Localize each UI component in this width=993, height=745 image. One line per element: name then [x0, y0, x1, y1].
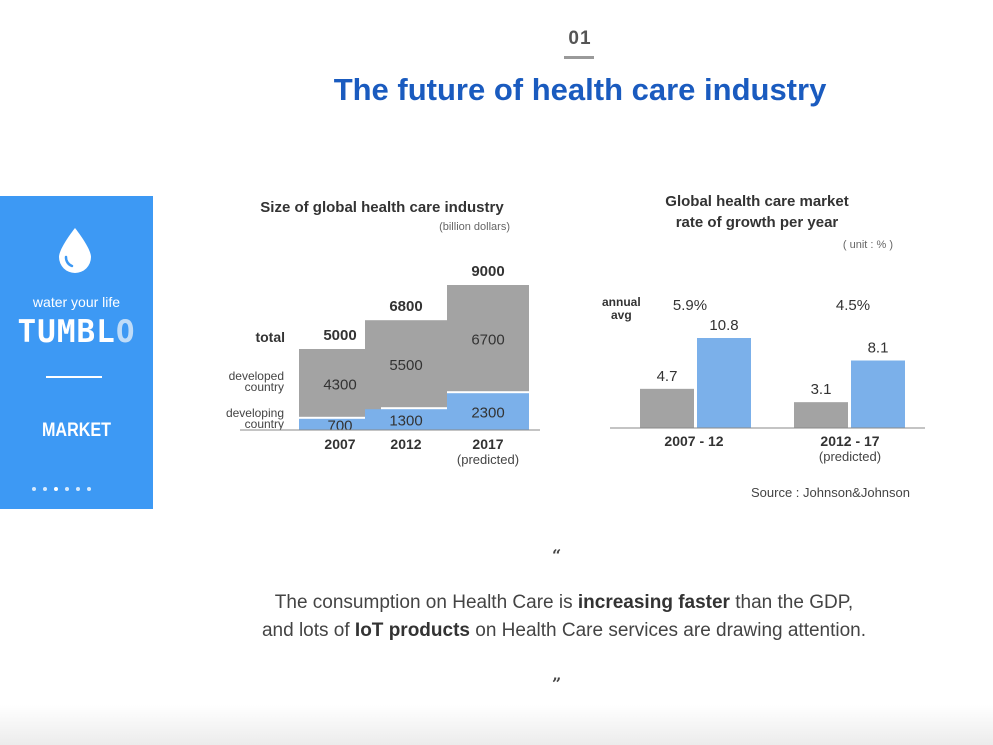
chart1-legend-developing-line2: country — [245, 417, 284, 431]
chart2-bar-blue-1 — [851, 360, 905, 428]
page-number-underline — [564, 56, 594, 59]
chart1-unit: (billion dollars) — [439, 221, 510, 233]
chart2-bar-gray-0 — [640, 388, 694, 428]
chart2-source: Source : Johnson&Johnson — [751, 485, 910, 500]
charts-canvas: Size of global health care industry (bill… — [226, 193, 925, 500]
chart2-label-blue-1: 8.1 — [868, 340, 889, 357]
chart2-avg-label-line2: avg — [611, 308, 632, 322]
chart2-bar-blue-0 — [697, 338, 751, 428]
chart1-xtick-2007: 2007 — [324, 436, 355, 452]
quote-emphasis: IoT products — [354, 620, 470, 641]
chart1-bar-developing-2007 — [299, 418, 381, 430]
brand-logo: TUMBLO — [0, 314, 153, 350]
pagination-dot[interactable] — [54, 487, 58, 491]
chart2-label-gray-0: 4.7 — [657, 368, 678, 385]
quote-line-1: The consumption on Health Care is increa… — [0, 592, 993, 614]
pagination-dots — [32, 478, 98, 496]
chart1-bar-developed-2017 — [447, 285, 529, 392]
chart1-xtick-2012: 2012 — [390, 436, 421, 452]
brand-text-last: O — [115, 314, 136, 350]
chart1-legend-developing-line1: developing — [226, 406, 284, 420]
chart1-label-total-2017: 9000 — [471, 263, 504, 280]
quote-text-part: The consumption on Health Care is — [274, 592, 578, 613]
brand-text: TUMBL — [17, 314, 116, 350]
page-title: The future of health care industry — [333, 72, 827, 107]
sidebar-panel: water your life TUMBLO MARKET — [0, 196, 153, 509]
chart1-legend-total: total — [255, 329, 285, 345]
sidebar-divider — [46, 376, 102, 378]
chart1-legend-developed-line1: developed — [229, 369, 284, 383]
chart1-label-developed-2017: 6700 — [471, 332, 504, 349]
chart1-label-developing-2012: 1300 — [389, 413, 422, 430]
chart2-title-line1: Global health care market — [665, 193, 848, 210]
chart1-legend-developed-line2: country — [245, 380, 284, 394]
chart1-label-developed-2007: 4300 — [323, 376, 356, 393]
chart1-label-total-2007: 5000 — [323, 327, 356, 344]
sidebar-section-label: MARKET — [41, 420, 112, 441]
chart2-xtick-1: 2012 - 17 — [820, 433, 879, 449]
chart2-xtick-0: 2007 - 12 — [664, 433, 723, 449]
pagination-dot[interactable] — [32, 487, 36, 491]
chart2-title-line2: rate of growth per year — [676, 214, 839, 231]
pagination-dot[interactable] — [76, 487, 80, 491]
open-quote-mark: “ — [552, 546, 562, 565]
quote-text-part: than the GDP, — [729, 592, 854, 613]
chart2-xtick-note: (predicted) — [819, 449, 881, 464]
quote-text-part: on Health Care services are drawing atte… — [469, 620, 867, 641]
chart1-bar-developing-2012 — [365, 409, 447, 430]
close-quote-mark: ” — [552, 674, 562, 693]
chart2-label-blue-0: 10.8 — [709, 317, 738, 334]
chart1-xtick-2017: 2017 — [472, 436, 503, 452]
chart1-bar-developing-2017 — [447, 393, 529, 430]
chart1-label-developing-2007: 700 — [327, 417, 352, 434]
chart1-label-developing-2017: 2300 — [471, 405, 504, 422]
chart2-annual-avg-0: 5.9% — [673, 297, 707, 314]
pagination-dot[interactable] — [65, 487, 69, 491]
pagination-dot[interactable] — [43, 487, 47, 491]
quote-line-2: and lots of IoT products on Health Care … — [0, 620, 993, 642]
pagination-dot[interactable] — [87, 487, 91, 491]
chart2-annual-avg-1: 4.5% — [836, 297, 870, 314]
sidebar-tagline: water your life — [32, 294, 121, 310]
chart1-bar-developed-2012 — [365, 320, 447, 408]
chart1-title: Size of global health care industry — [260, 199, 504, 216]
chart2-label-gray-1: 3.1 — [811, 381, 832, 398]
bottom-shadow — [0, 705, 993, 745]
quote-emphasis: increasing faster — [577, 592, 730, 613]
chart2-bar-gray-1 — [794, 402, 848, 428]
chart2-avg-label-line1: annual — [602, 295, 641, 309]
chart1-label-developed-2012: 5500 — [389, 357, 422, 374]
water-drop-icon — [59, 228, 91, 273]
chart1-xtick-note: (predicted) — [457, 452, 519, 467]
quote-text-part: and lots of — [261, 620, 355, 641]
chart2-unit: ( unit : % ) — [843, 239, 893, 251]
chart1-label-total-2012: 6800 — [389, 298, 422, 315]
page-number: 01 — [568, 28, 592, 49]
